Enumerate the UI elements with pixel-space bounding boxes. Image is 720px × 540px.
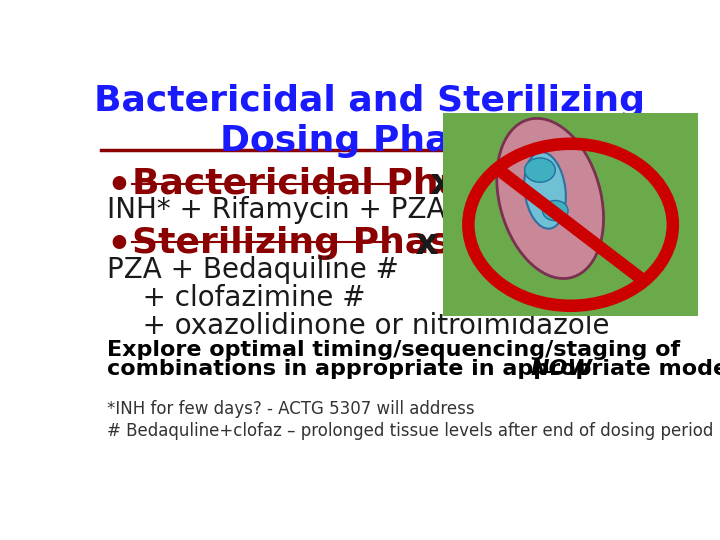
Circle shape <box>542 200 568 221</box>
Text: # Bedaquline+clofaz – prolonged tissue levels after end of dosing period: # Bedaquline+clofaz – prolonged tissue l… <box>107 422 713 441</box>
Text: PZA + Bedaquiline #: PZA + Bedaquiline # <box>107 256 399 284</box>
Ellipse shape <box>497 118 603 279</box>
Circle shape <box>525 158 555 183</box>
FancyBboxPatch shape <box>443 113 698 316</box>
Text: Sterilizing Phase: Sterilizing Phase <box>132 226 475 260</box>
Text: NOW: NOW <box>531 359 593 379</box>
Text: •: • <box>107 226 132 264</box>
Text: •: • <box>107 167 132 205</box>
Ellipse shape <box>524 152 566 229</box>
Text: + clofazimine #: + clofazimine # <box>107 284 365 312</box>
Text: Bactericidal Phase: Bactericidal Phase <box>132 167 509 201</box>
Text: x 6 weeks: x 6 weeks <box>390 226 616 260</box>
Text: Explore optimal timing/sequencing/staging of: Explore optimal timing/sequencing/stagin… <box>107 340 680 360</box>
Text: x 2 weeks: x 2 weeks <box>405 167 632 201</box>
Text: Bactericidal and Sterilizing
Dosing Phases: Bactericidal and Sterilizing Dosing Phas… <box>94 84 644 158</box>
Text: + oxazolidinone or nitroimidazole: + oxazolidinone or nitroimidazole <box>107 312 609 340</box>
Text: combinations in appropriate in appropriate models: combinations in appropriate in appropria… <box>107 359 720 379</box>
Text: INH* + Rifamycin + PZA (+ ?FQ): INH* + Rifamycin + PZA (+ ?FQ) <box>107 196 560 224</box>
Text: *INH for few days? - ACTG 5307 will address: *INH for few days? - ACTG 5307 will addr… <box>107 400 474 417</box>
